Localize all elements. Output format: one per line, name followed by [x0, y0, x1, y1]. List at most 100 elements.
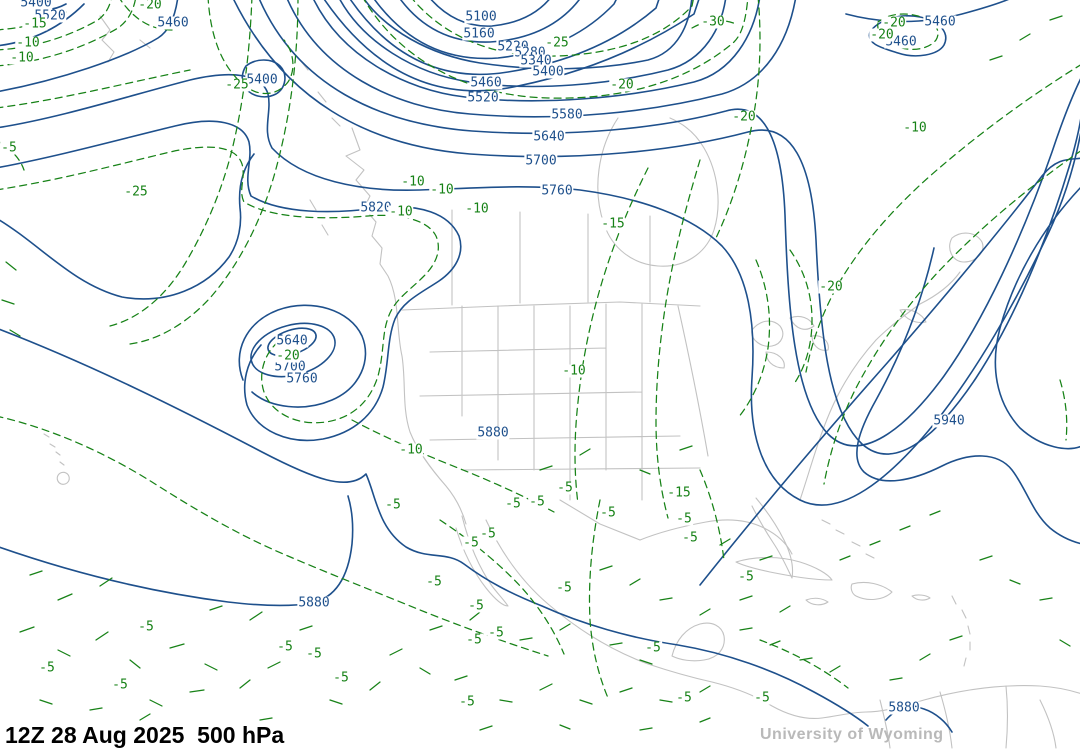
temp-label: -20 — [731, 109, 757, 125]
temp-line — [109, 0, 253, 327]
temp-line — [715, 0, 761, 239]
temp-label: -5 — [384, 497, 402, 513]
nova-scotia — [899, 309, 927, 324]
height-label: 5400 — [245, 72, 279, 88]
height-label: 5340 — [519, 53, 553, 69]
hudson-bay — [597, 117, 719, 267]
temp-label: -20 — [137, 0, 163, 13]
hispaniola — [850, 581, 893, 601]
great-lakes — [751, 315, 829, 369]
state-borders — [419, 209, 709, 541]
contour-5820-east — [699, 157, 1080, 586]
temp-label: -5 — [487, 625, 505, 641]
temp-label: -15 — [600, 216, 626, 232]
temp-line — [0, 416, 549, 657]
contour-5820 — [0, 120, 462, 442]
temperature-contours — [0, 0, 1080, 731]
height-label: 5400 — [19, 0, 53, 10]
us-canada-border — [401, 301, 701, 311]
contour-5160 — [400, 0, 580, 43]
height-label: 5640 — [275, 333, 309, 349]
height-label: 5460 — [923, 14, 957, 30]
temp-line — [805, 64, 1080, 373]
height-label: 5760 — [540, 183, 574, 199]
temp-line — [0, 141, 25, 171]
temp-label: -10 — [398, 442, 424, 458]
contour-5700 — [233, 0, 1080, 455]
height-label: 5700 — [524, 153, 558, 169]
temp-label: -15 — [22, 16, 48, 32]
jamaica — [805, 597, 829, 606]
coastline-east — [799, 271, 961, 501]
temp-line — [0, 69, 191, 109]
coastline-west — [345, 127, 467, 525]
temp-label: -5 — [555, 580, 573, 596]
trough-ne-pacific — [0, 153, 255, 300]
temp-label: -25 — [224, 77, 250, 93]
height-label: 5580 — [550, 107, 584, 123]
temp-label: -5 — [681, 530, 699, 546]
temp-label: -10 — [400, 174, 426, 190]
temp-line — [789, 249, 813, 385]
temp-line — [0, 146, 439, 424]
temp-label: -5 — [465, 632, 483, 648]
temp-label: -5 — [305, 646, 323, 662]
temp-label: -5 — [528, 494, 546, 510]
temp-label: -20 — [609, 77, 635, 93]
temp-line — [412, 0, 694, 57]
contour-5640 — [258, 0, 1080, 447]
contour-5460-ne-closed — [868, 15, 947, 57]
temp-label: -5 — [556, 480, 574, 496]
temp-line — [737, 259, 771, 419]
temp-dash-field — [1, 15, 1071, 731]
temp-label: -5 — [479, 526, 497, 542]
temp-label: -5 — [111, 677, 129, 693]
temp-label: -20 — [881, 15, 907, 31]
temp-label: -10 — [561, 363, 587, 379]
height-label: 5640 — [532, 129, 566, 145]
temp-label: -10 — [9, 50, 35, 66]
height-label: 5760 — [285, 371, 319, 387]
temp-line — [129, 0, 299, 345]
baja-california — [455, 515, 509, 607]
temp-label: -5 — [753, 690, 771, 706]
yucatan — [671, 622, 725, 662]
temp-label: -20 — [869, 27, 895, 43]
contour-5220 — [374, 0, 617, 60]
temp-line — [574, 167, 649, 505]
height-label: 5880 — [297, 595, 331, 611]
contour-5520 — [313, 0, 761, 102]
temp-label: -25 — [544, 35, 570, 51]
florida — [751, 497, 794, 579]
cuba — [735, 557, 833, 581]
temp-label: -5 — [644, 640, 662, 656]
temp-label: -20 — [275, 348, 301, 364]
height-label: 5880 — [476, 425, 510, 441]
geography-outlines — [43, 15, 1080, 749]
temp-label: -5 — [675, 690, 693, 706]
gulf-coast — [639, 519, 793, 555]
height-label: 5100 — [464, 9, 498, 25]
temp-line — [207, 0, 294, 95]
temp-label: -5 — [38, 660, 56, 676]
map-title: 12Z 28 Aug 2025 500 hPa — [5, 722, 285, 748]
temp-label: -5 — [137, 619, 155, 635]
temp-line — [351, 419, 555, 513]
contour-5460 — [339, 0, 727, 88]
temp-line — [1059, 379, 1068, 441]
height-label: 5820 — [359, 200, 393, 216]
temp-label: -5 — [332, 670, 350, 686]
height-label: 5460 — [156, 15, 190, 31]
temp-label: -20 — [818, 279, 844, 295]
coastline-mexico-centralamerica-southamerica — [485, 519, 1080, 720]
temp-label: -5 — [462, 535, 480, 551]
height-label: 5460 — [469, 75, 503, 91]
temp-line — [699, 469, 725, 561]
height-label: 5400 — [531, 64, 565, 80]
contour-5940-atlantic — [856, 247, 1080, 545]
temp-line — [823, 150, 1080, 485]
cutoff-low-ring-5760 — [238, 304, 367, 408]
temp-label: -30 — [700, 14, 726, 30]
